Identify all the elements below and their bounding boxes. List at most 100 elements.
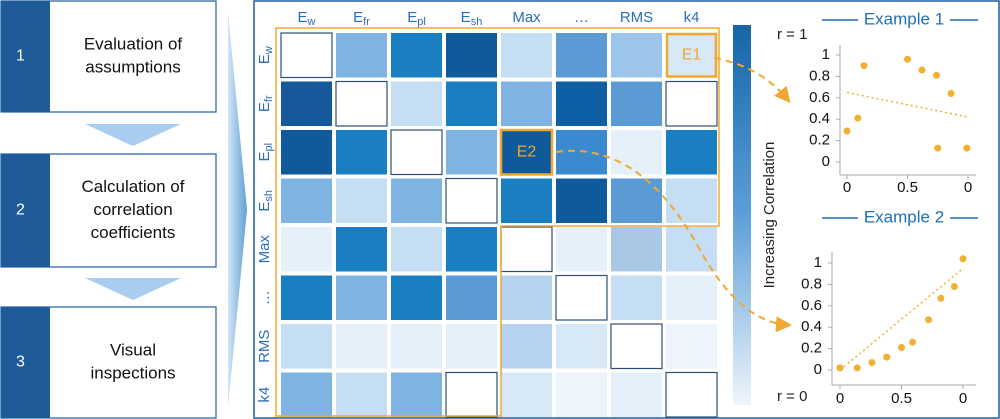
axis-label: k4 bbox=[684, 9, 700, 26]
y-tick-label: 0.6 bbox=[809, 89, 830, 106]
y-tick-label: 0.2 bbox=[809, 132, 830, 149]
heatmap-cell bbox=[555, 274, 608, 321]
heatmap-cell bbox=[611, 178, 662, 223]
step-label: correlation bbox=[93, 200, 172, 219]
label-sub: sh bbox=[263, 190, 275, 202]
label-main: E bbox=[353, 9, 363, 26]
label-main: E bbox=[256, 152, 273, 162]
heatmap-cell bbox=[391, 372, 442, 417]
heatmap-cell bbox=[336, 178, 387, 223]
heatmap-cell bbox=[556, 81, 607, 126]
heatmap-cell bbox=[281, 275, 332, 320]
label-sub: sh bbox=[471, 16, 483, 28]
label-main: E bbox=[298, 9, 308, 26]
label-sub: fr bbox=[263, 95, 275, 102]
label-main: Max bbox=[256, 235, 273, 264]
data-point bbox=[947, 90, 955, 98]
heatmap-cell bbox=[501, 324, 552, 369]
heatmap-cell bbox=[665, 80, 718, 127]
step-label: coefficients bbox=[91, 223, 176, 242]
label-sub: pl bbox=[263, 143, 275, 152]
heatmap-frame bbox=[253, 0, 1000, 419]
label-main: E bbox=[407, 9, 417, 26]
y-tick-label: 0 bbox=[822, 153, 830, 170]
heatmap-cell bbox=[445, 371, 498, 418]
heatmap-cell bbox=[391, 33, 442, 78]
heatmap-cell bbox=[556, 130, 607, 175]
step-number: 1 bbox=[16, 48, 25, 65]
data-point bbox=[836, 364, 844, 372]
y-tick-label: 0.8 bbox=[809, 67, 830, 84]
x-tick-label: 0 bbox=[843, 179, 851, 196]
axis-label: Max bbox=[256, 235, 273, 264]
axis-label: … bbox=[256, 290, 273, 305]
step-label: assumptions bbox=[85, 57, 180, 76]
link-arrow bbox=[713, 57, 791, 104]
heatmap-cell bbox=[501, 81, 552, 126]
x-tick-label: 0 bbox=[964, 179, 972, 196]
colorbar-title: Increasing Correlation bbox=[761, 142, 778, 289]
heatmap-cell bbox=[281, 372, 332, 417]
axis-label: RMS bbox=[256, 330, 273, 363]
data-point bbox=[950, 283, 958, 291]
heatmap-cell bbox=[446, 130, 497, 175]
heatmap-cell bbox=[335, 80, 388, 127]
axis-label: … bbox=[574, 9, 589, 26]
data-point bbox=[937, 294, 945, 302]
label-sub: fr bbox=[363, 16, 370, 28]
heatmap-cell bbox=[501, 178, 552, 223]
axis-label: Max bbox=[512, 9, 541, 26]
e1-label: E1 bbox=[682, 46, 702, 63]
data-point bbox=[843, 127, 851, 135]
heatmap-cell bbox=[611, 227, 662, 272]
heatmap-cell bbox=[611, 81, 662, 126]
heatmap-cell bbox=[611, 33, 662, 78]
heatmap-cell bbox=[281, 130, 332, 175]
heatmap-cell bbox=[666, 324, 717, 369]
axis-label: Efr bbox=[353, 9, 370, 28]
y-tick-label: 0.8 bbox=[801, 275, 822, 292]
data-point bbox=[898, 344, 905, 352]
data-point bbox=[909, 338, 917, 346]
label-main: k4 bbox=[256, 387, 273, 403]
heatmap-cell bbox=[336, 33, 387, 78]
step-label: Evaluation of bbox=[84, 34, 183, 53]
heatmap-cell bbox=[446, 324, 497, 369]
data-point bbox=[918, 66, 926, 74]
e2-box bbox=[499, 128, 554, 176]
label-main: E bbox=[256, 102, 273, 112]
heatmap-cell bbox=[391, 227, 442, 272]
y-tick-label: 0.4 bbox=[809, 110, 830, 127]
step-label: Visual bbox=[110, 340, 156, 359]
heatmap-cell bbox=[281, 178, 332, 223]
step-number-strip bbox=[1, 154, 50, 267]
heatmap-cell bbox=[446, 275, 497, 320]
heatmap-cell bbox=[611, 275, 662, 320]
label-main: E bbox=[256, 54, 273, 64]
heatmap-cell bbox=[556, 33, 607, 78]
x-tick-label: 0 bbox=[959, 390, 967, 407]
heatmap-cell bbox=[556, 178, 607, 223]
step-number-strip bbox=[1, 1, 50, 112]
step-label: inspections bbox=[90, 363, 175, 382]
data-point bbox=[963, 144, 971, 152]
heatmap-cell bbox=[391, 324, 442, 369]
x-tick-label: 0.5 bbox=[897, 179, 918, 196]
heatmap-cell bbox=[666, 33, 717, 78]
axis-label: Efr bbox=[256, 95, 275, 112]
label-main: RMS bbox=[620, 9, 653, 26]
label-main: RMS bbox=[256, 330, 273, 363]
x-tick-label: 0 bbox=[836, 390, 844, 407]
heatmap-cell bbox=[666, 130, 717, 175]
heatmap-cell bbox=[501, 372, 552, 417]
colorbar-top: r = 1 bbox=[777, 26, 807, 43]
heatmap-cell bbox=[336, 275, 387, 320]
label-sub: w bbox=[307, 16, 316, 28]
y-tick-label: 0.4 bbox=[801, 318, 822, 335]
label-main: … bbox=[256, 290, 273, 305]
axis-label: Esh bbox=[256, 190, 275, 212]
example-title: Example 1 bbox=[864, 9, 944, 28]
heatmap-cell bbox=[666, 178, 717, 223]
heatmap-cell bbox=[446, 227, 497, 272]
